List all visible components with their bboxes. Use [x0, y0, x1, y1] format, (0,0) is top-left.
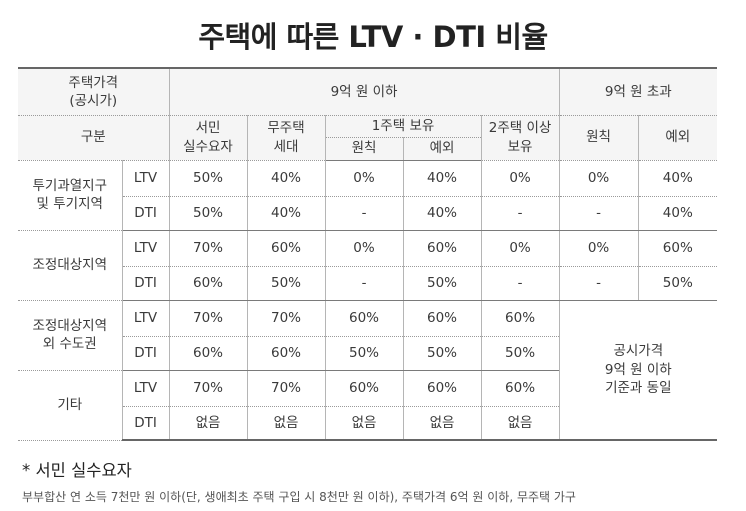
over-principle-header: 원칙: [558, 114, 639, 161]
cell: 없음: [246, 405, 326, 441]
over-exception-header: 예외: [637, 114, 718, 161]
cell: -: [480, 195, 560, 231]
cell: 없음: [402, 405, 482, 441]
region-label: 조정대상지역 외 수도권: [18, 299, 123, 371]
cell: 60%: [637, 229, 718, 267]
metric-label: LTV: [121, 229, 170, 267]
cell: 60%: [168, 265, 248, 301]
cell: 0%: [558, 159, 639, 197]
cell: 0%: [480, 229, 560, 267]
price-header: 주택가격 (공시가): [18, 67, 170, 116]
cell: 50%: [637, 265, 718, 301]
footnote-title: * 서민 실수요자: [22, 461, 132, 480]
cell: -: [558, 195, 639, 231]
ltv-dti-table: 주택가격 (공시가) 9억 원 이하 9억 원 초과 구분 서민 실수요자 무주…: [18, 67, 718, 441]
metric-label: LTV: [121, 369, 170, 407]
cell: 70%: [168, 369, 248, 407]
cell: 60%: [246, 335, 326, 371]
under-9-header: 9억 원 이하: [168, 67, 560, 116]
region-label: 조정대상지역: [18, 229, 123, 301]
multi-house-header: 2주택 이상 보유: [480, 114, 560, 161]
cell: 40%: [637, 195, 718, 231]
cell: 없음: [480, 405, 560, 441]
cell: 50%: [402, 335, 482, 371]
cell: 60%: [402, 229, 482, 267]
no-house-header: 무주택 세대: [246, 114, 326, 161]
low-income-header: 서민 실수요자: [168, 114, 248, 161]
metric-label: LTV: [121, 159, 170, 197]
cell: 60%: [480, 299, 560, 337]
cell: 60%: [402, 369, 482, 407]
one-principle-header: 원칙: [324, 136, 404, 161]
region-label: 투기과열지구 및 투기지역: [18, 159, 123, 231]
cell: 50%: [168, 159, 248, 197]
cell: 60%: [324, 369, 404, 407]
cell: 70%: [246, 299, 326, 337]
cell: 60%: [402, 299, 482, 337]
cell: 40%: [246, 159, 326, 197]
metric-label: DTI: [121, 265, 170, 301]
cell: 70%: [168, 229, 248, 267]
cell: 0%: [324, 159, 404, 197]
cell: 40%: [402, 195, 482, 231]
cell: 0%: [324, 229, 404, 267]
cell: 0%: [480, 159, 560, 197]
cell: -: [324, 195, 404, 231]
cell: -: [324, 265, 404, 301]
cell: 70%: [246, 369, 326, 407]
cell: 60%: [480, 369, 560, 407]
category-header: 구분: [18, 114, 170, 161]
one-exception-header: 예외: [402, 136, 482, 161]
merged-note-cell: 공시가격 9억 원 이하 기준과 동일: [558, 299, 718, 441]
over-9-header: 9억 원 초과: [558, 67, 718, 116]
page-title: 주택에 따른 LTV · DTI 비율: [198, 20, 548, 54]
cell: 60%: [246, 229, 326, 267]
cell: 60%: [168, 335, 248, 371]
cell: 없음: [324, 405, 404, 441]
metric-label: DTI: [121, 405, 170, 441]
cell: -: [480, 265, 560, 301]
metric-label: DTI: [121, 335, 170, 371]
cell: 0%: [558, 229, 639, 267]
cell: 50%: [246, 265, 326, 301]
cell: 50%: [324, 335, 404, 371]
cell: 40%: [402, 159, 482, 197]
cell: 40%: [246, 195, 326, 231]
cell: -: [558, 265, 639, 301]
cell: 60%: [324, 299, 404, 337]
one-house-header: 1주택 보유: [324, 114, 482, 138]
region-label: 기타: [18, 369, 123, 441]
cell: 없음: [168, 405, 248, 441]
cell: 40%: [637, 159, 718, 197]
metric-label: DTI: [121, 195, 170, 231]
cell: 70%: [168, 299, 248, 337]
cell: 50%: [402, 265, 482, 301]
metric-label: LTV: [121, 299, 170, 337]
cell: 50%: [480, 335, 560, 371]
footnote-text: 부부합산 연 소득 7천만 원 이하(단, 생애최초 주택 구입 시 8천만 원…: [22, 490, 576, 504]
cell: 50%: [168, 195, 248, 231]
